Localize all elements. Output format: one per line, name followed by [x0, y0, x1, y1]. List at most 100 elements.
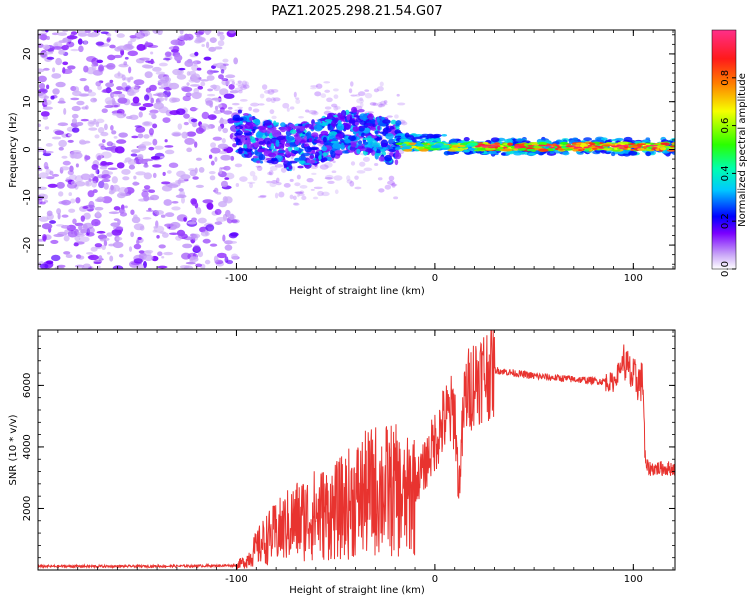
spectrogram-cell [113, 54, 123, 59]
spectrogram-cell [354, 175, 359, 180]
spectrogram-cell [237, 106, 244, 109]
spectrogram-cell [543, 144, 551, 147]
spectrogram-cell [91, 65, 97, 72]
spectrogram-cell [404, 132, 410, 138]
spectrogram-cell [351, 106, 358, 113]
spectrogram-cell [82, 223, 88, 232]
snr-frame [37, 329, 676, 571]
spectrogram-cell [346, 114, 351, 121]
spectrogram-cell [44, 126, 50, 130]
spectrogram-cell [186, 71, 191, 76]
spectrogram-cell [365, 148, 374, 153]
spectrogram-cell [467, 142, 478, 146]
spectrogram-cell [526, 148, 535, 152]
spectrogram-cell [583, 146, 590, 149]
spectrogram-cell [45, 176, 55, 180]
spectrogram-cell [289, 194, 294, 200]
spectrogram-cell [52, 173, 60, 177]
spectrogram-cell [39, 89, 47, 92]
spectrogram-cell [287, 161, 292, 166]
spectrogram-cell [322, 121, 327, 126]
spectrogram-cell [109, 79, 114, 84]
spectrogram-cell [415, 143, 424, 146]
spectrogram-cell [373, 88, 379, 93]
spectrogram-cell [263, 137, 272, 145]
snr-y-tick-label: 4000 [22, 434, 33, 459]
spectrogram-cell [395, 122, 400, 127]
spectrogram-cell [463, 149, 470, 153]
spectrogram-cell [66, 35, 78, 40]
spectrogram-cell [138, 250, 145, 254]
spectrogram-cell [232, 120, 241, 123]
spectrogram-cell [70, 97, 80, 101]
spectrogram-cell [234, 87, 244, 92]
spectrogram-cell [647, 147, 654, 149]
spectrogram-cell [107, 146, 116, 152]
spectrogram-cell [201, 44, 205, 48]
spectrogram-cell [46, 210, 53, 217]
spectrogram-cell [116, 33, 125, 38]
spectrogram-cell [272, 97, 281, 102]
spectrogram-cell [295, 99, 301, 105]
spectrogram-cell [87, 33, 99, 38]
spectrogram-cell [377, 177, 383, 181]
spectrogram-cell [271, 88, 279, 93]
spectrogram-cell [88, 254, 99, 261]
spectrogram-cell [595, 149, 601, 154]
spectrogram-cell [331, 170, 337, 174]
spectrogram-cell [166, 170, 172, 174]
spectrogram-cell [391, 182, 396, 188]
spectrogram-cell [164, 51, 172, 57]
spectrogram-cell [359, 97, 363, 102]
spectrogram-cell [233, 57, 239, 65]
spectrogram-cell [231, 253, 239, 260]
spectrogram-cell [322, 136, 327, 143]
spectrogram-cell [213, 46, 223, 50]
spectrogram-cell [645, 151, 651, 157]
spectrogram-cell [96, 230, 106, 234]
spectrogram-cell [295, 132, 299, 137]
spectrogram-cell [114, 30, 120, 33]
spectrogram-cell [50, 239, 59, 244]
spectrogram-cell [356, 170, 366, 174]
spectrogram-cell [185, 261, 196, 265]
spectrogram-cell [113, 136, 118, 139]
spectrogram-cell [286, 135, 295, 141]
spectrogram-cell [377, 146, 384, 150]
spectrogram-cell [118, 63, 129, 68]
spectrogram-cell [95, 41, 105, 46]
spectrogram-cell [144, 71, 153, 79]
spectrogram-cell [130, 231, 135, 238]
spectrogram-cell [332, 88, 339, 92]
colorbar-tick-label: 0.2 [720, 213, 731, 229]
spectrogram-cell [143, 172, 153, 180]
spectrogram-cell [133, 243, 142, 250]
spectrogram-cell [175, 235, 182, 241]
spectrogram-cell [83, 65, 89, 73]
spectrogram-cell [198, 30, 205, 35]
spectrogram-cell [194, 141, 198, 148]
spectrogram-cell [70, 48, 80, 52]
spectrogram-cell [374, 130, 379, 135]
spectrogram-cell [671, 142, 675, 146]
spectrogram-cell [95, 211, 101, 217]
spectrogram-cell [378, 188, 385, 193]
spectrogram-cell [382, 119, 391, 124]
spectrogram-cell [51, 32, 59, 36]
spectrogram-cell [386, 115, 393, 118]
spectrogram-cell [190, 84, 201, 87]
spectrogram-cell [38, 172, 49, 179]
spectrogram-cell [332, 142, 342, 150]
spectrogram-cell [222, 234, 226, 242]
spectrogram-cell [489, 144, 498, 147]
spectrogram-cell [62, 30, 69, 33]
colorbar-tick-label: 0.0 [720, 261, 731, 277]
snr-x-axis-label: Height of straight line (km) [289, 585, 425, 596]
spectrogram-cell [324, 176, 333, 180]
spectrogram-cell [301, 152, 311, 157]
spectrogram-cell [186, 82, 190, 86]
spectrogram-cell [358, 127, 365, 132]
spectrogram-cell [271, 157, 278, 162]
spectrogram-cell [175, 179, 186, 184]
spectrogram-cell [222, 127, 229, 134]
